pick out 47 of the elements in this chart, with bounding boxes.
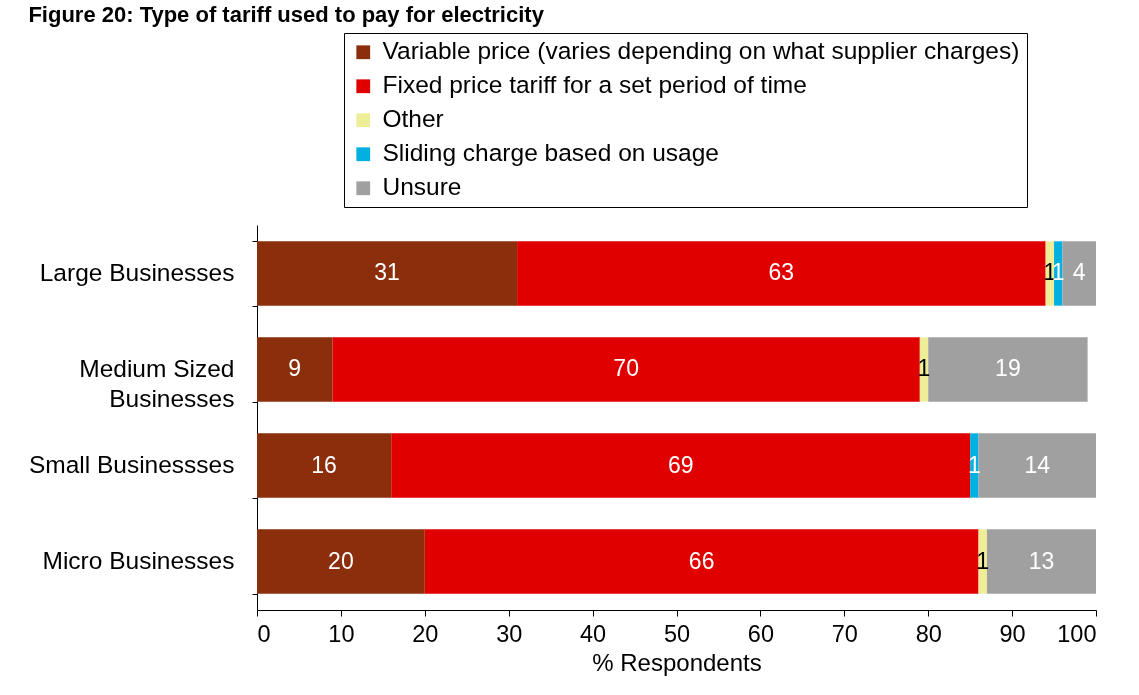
data-label: 70	[613, 355, 639, 382]
bar	[928, 337, 1088, 402]
x-tick-label: 60	[747, 620, 774, 647]
legend-label: Fixed price tariff for a set period of time	[382, 71, 807, 99]
y-tick-label: Medium Sized Businesses	[79, 354, 235, 412]
data-label: 14	[1024, 451, 1051, 478]
bar	[517, 241, 1046, 306]
legend-label: Unsure	[382, 173, 462, 201]
chart-title: Figure 20: Type of tariff used to pay for electricity	[28, 1, 545, 27]
x-tick-label: 50	[663, 620, 691, 647]
data-label: 66	[688, 547, 715, 574]
data-label: 69	[667, 451, 694, 478]
bar	[978, 433, 1096, 498]
legend-label: Variable price (varies depending on what supplier charges)	[382, 37, 1020, 65]
bar	[257, 433, 392, 498]
bar	[986, 529, 1096, 594]
data-label: 20	[328, 547, 354, 574]
y-tick-label: Large Businesses	[39, 258, 235, 286]
y-tick-label: Micro Businesses	[42, 547, 235, 575]
x-tick-label: 40	[580, 620, 607, 647]
data-label: 13	[1028, 547, 1055, 574]
x-tick-label: 100	[1057, 620, 1097, 647]
data-label: 31	[374, 259, 400, 286]
x-tick-label: 0	[257, 620, 271, 647]
bar	[257, 529, 425, 594]
x-tick-label: 30	[496, 620, 523, 647]
bar	[257, 337, 333, 402]
y-tick-label: Small Businessses	[28, 451, 235, 479]
x-tick-label: 80	[915, 620, 942, 647]
bar	[257, 241, 518, 306]
data-label: 63	[768, 259, 795, 286]
legend-label: Sliding charge based on usage	[382, 139, 719, 167]
x-tick-label: 10	[328, 620, 355, 647]
x-tick-label: 70	[831, 620, 858, 647]
data-label: 4	[1072, 259, 1086, 286]
data-label: 9	[288, 355, 302, 382]
legend-label: Other	[382, 105, 444, 133]
x-tick-label: 20	[412, 620, 439, 647]
data-label: 1	[976, 547, 990, 574]
data-label: 16	[311, 451, 337, 478]
bar	[332, 337, 920, 402]
x-tick-label: 90	[999, 620, 1026, 647]
data-label: 19	[995, 355, 1021, 382]
x-axis-title: % Respondents	[592, 649, 762, 676]
bar	[1062, 241, 1096, 306]
bar	[424, 529, 979, 594]
bar	[391, 433, 971, 498]
